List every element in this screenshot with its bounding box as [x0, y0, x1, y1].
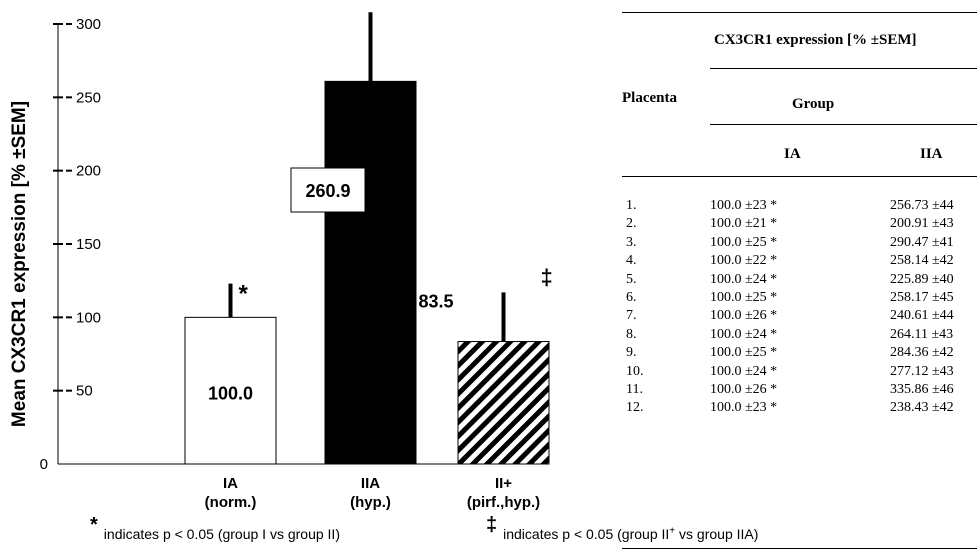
table-row: 5. 100.0 ±24 * 225.89 ±40 — [622, 272, 977, 290]
table-top-rule — [622, 12, 977, 13]
ia-value: 100.0 ±25 * — [710, 345, 778, 361]
ia-value: 100.0 ±21 * — [710, 216, 778, 232]
category-label: IA — [223, 475, 238, 492]
ia-value: 100.0 ±22 * — [710, 253, 778, 269]
row-number: 9. — [626, 345, 637, 361]
iia-value: 200.91 ±43 — [890, 216, 954, 232]
iia-value: 256.73 ±44 — [890, 198, 954, 213]
iia-value: 290.47 ±41 — [890, 234, 954, 250]
ia-value: 100.0 ±26 * — [710, 382, 778, 397]
iia-value: 284.36 ±42 — [890, 345, 954, 361]
iia-value: 264.11 ±43 — [890, 326, 954, 342]
y-axis-label: Mean CX3CR1 expression [% ±SEM] — [9, 101, 30, 427]
table-row: 8. 100.0 ±24 * 264.11 ±43 — [622, 327, 977, 345]
row-number: 12. — [626, 400, 644, 416]
dagger-symbol: ‡ — [486, 514, 498, 536]
ia-value: 100.0 ±25 * — [710, 234, 778, 250]
table-row: 6. 100.0 ±25 * 258.17 ±45 — [622, 290, 977, 308]
row-number: 1. — [626, 198, 637, 213]
bar-chart: Mean CX3CR1 expression [% ±SEM] 0 50 100 15… — [9, 12, 553, 511]
table-bottom-rule — [622, 548, 977, 549]
significance-marker: ‡ — [541, 264, 553, 289]
ia-value: 100.0 ±24 * — [710, 363, 778, 379]
ia-value: 100.0 ±23 * — [710, 400, 778, 416]
ia-value: 100.0 ±24 * — [710, 326, 778, 342]
iia-value: 335.86 ±46 — [890, 382, 954, 397]
bar — [457, 341, 550, 465]
iia-value: 240.61 ±44 — [890, 308, 954, 324]
dagger-footnote-text-end: vs group IIA) — [675, 526, 759, 542]
table-header: CX3CR1 expression [% ±SEM] — [714, 32, 917, 48]
ia-value: 100.0 ±25 * — [710, 290, 778, 305]
category-sublabel: (norm.) — [205, 494, 257, 511]
footnote-dagger: ‡ indicates p < 0.05 (group II+ vs group … — [486, 514, 759, 545]
y-tick-label: 50 — [76, 383, 93, 400]
table-header-rule — [622, 176, 977, 177]
y-tick-label: 300 — [76, 16, 101, 33]
y-tick-label: 150 — [76, 236, 101, 253]
ia-value: 100.0 ±26 * — [710, 308, 778, 324]
dagger-footnote-text: indicates p < 0.05 (group II — [503, 526, 670, 542]
y-tick-label: 100 — [76, 309, 101, 326]
bars: 100.0 * 260.9 83.5 ‡ — [184, 12, 553, 465]
dagger-footnote-sup: + — [669, 525, 676, 537]
table-row: 2. 100.0 ±21 * 200.91 ±43 — [622, 216, 977, 234]
group-rule — [710, 124, 977, 125]
table-row: 12. 100.0 ±23 * 238.43 ±42 — [622, 400, 977, 418]
iia-value: 225.89 ±40 — [890, 271, 954, 287]
row-number: 4. — [626, 253, 637, 269]
row-number: 11. — [626, 382, 643, 397]
row-number: 2. — [626, 216, 637, 232]
iia-value: 238.43 ±42 — [890, 400, 954, 416]
value-label: 260.9 — [305, 181, 350, 201]
row-number: 10. — [626, 363, 644, 379]
table-row: 4. 100.0 ±22 * 258.14 ±42 — [622, 253, 977, 271]
table-row: 3. 100.0 ±25 * 290.47 ±41 — [622, 235, 977, 253]
ia-value: 100.0 ±24 * — [710, 271, 778, 287]
bar — [184, 316, 277, 465]
value-label: 83.5 — [418, 292, 453, 312]
table-row: 7. 100.0 ±26 * 240.61 ±44 — [622, 308, 977, 326]
value-label: 100.0 — [208, 383, 253, 403]
y-tick-label: 0 — [40, 456, 48, 473]
iia-value: 258.14 ±42 — [890, 253, 954, 269]
row-number: 3. — [626, 234, 637, 250]
y-axis: 0 50 100 150 200 250 300 — [40, 16, 462, 473]
ia-value: 100.0 ±23 * — [710, 198, 778, 213]
row-number: 5. — [626, 271, 637, 287]
iia-value: 258.17 ±45 — [890, 290, 954, 305]
row-number: 8. — [626, 326, 637, 342]
table-row: 1. 100.0 ±23 * 256.73 ±44 — [622, 198, 977, 216]
row-number: 7. — [626, 308, 637, 324]
expression-table: CX3CR1 expression [% ±SEM] Placenta Grou… — [622, 12, 977, 549]
table-row: 10. 100.0 ±24 * 277.12 ±43 — [622, 364, 977, 382]
bar — [324, 80, 417, 465]
category-sublabel: (hyp.) — [350, 494, 391, 511]
table-row: 11. 100.0 ±26 * 335.86 ±46 — [622, 382, 977, 400]
column-header-iia: IIA — [920, 146, 943, 162]
category-sublabel: (pirf.,hyp.) — [467, 494, 540, 511]
star-symbol: * — [90, 514, 98, 536]
y-tick-label: 250 — [76, 89, 101, 106]
column-header-ia: IA — [784, 146, 801, 162]
category-labels: IA (norm.) IIA (hyp.) II+ (pirf.,hyp.) — [205, 475, 541, 511]
significance-marker: * — [239, 281, 249, 308]
value-label-box — [290, 167, 366, 213]
table-row: 9. 100.0 ±25 * 284.36 ±42 — [622, 345, 977, 363]
category-label: II+ — [495, 475, 512, 492]
header-rule — [710, 68, 977, 69]
group-label: Group — [792, 96, 835, 112]
row-number: 6. — [626, 290, 637, 305]
iia-value: 277.12 ±43 — [890, 363, 954, 379]
footnote-star: * indicates p < 0.05 (group I vs group II… — [90, 514, 340, 545]
row-label-header: Placenta — [622, 90, 677, 106]
category-label: IIA — [361, 475, 380, 492]
y-tick-label: 200 — [76, 163, 101, 180]
star-footnote-text: indicates p < 0.05 (group I vs group II) — [103, 526, 340, 542]
